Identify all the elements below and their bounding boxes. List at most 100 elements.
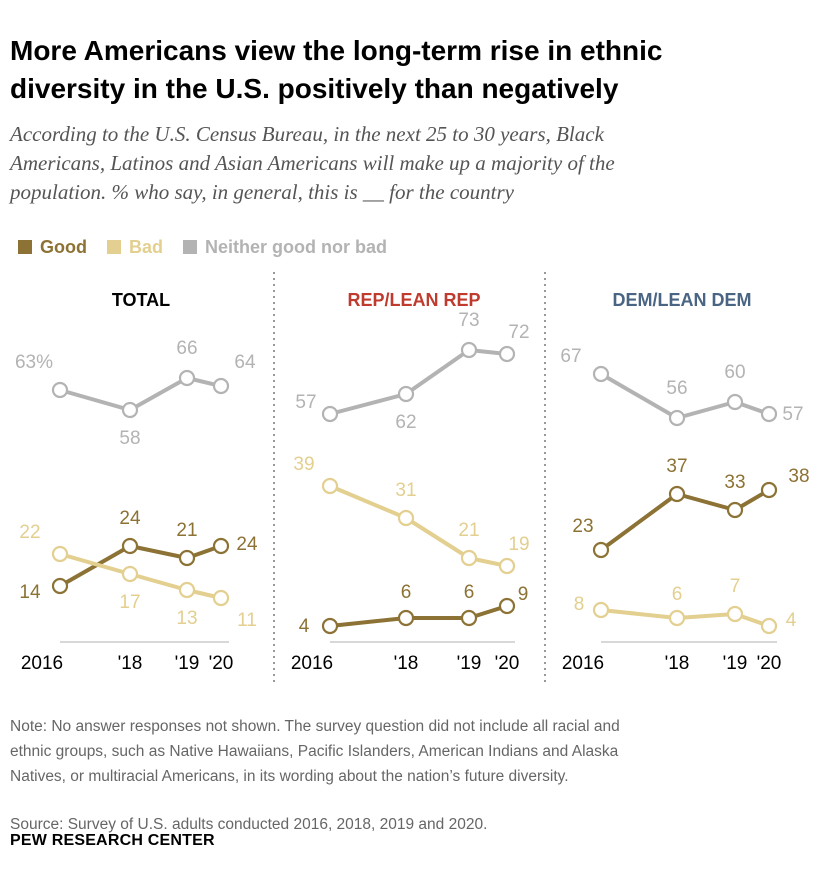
data-point-bad-dem <box>668 609 686 627</box>
subtitle-line-1: According to the U.S. Census Bureau, in … <box>10 122 604 146</box>
legend-item-neither: Neither good nor bad <box>183 237 387 258</box>
series-line-neither-total <box>59 376 222 412</box>
x-tick-label-dem: 2016 <box>562 653 604 674</box>
data-point-bad-dem <box>726 605 744 623</box>
data-point-neither-rep <box>321 405 339 423</box>
data-label-neither-rep: 73 <box>458 310 479 331</box>
data-label-bad-total: 13 <box>176 608 197 629</box>
data-point-good-rep <box>397 609 415 627</box>
data-point-neither-total <box>212 377 230 395</box>
data-point-good-rep <box>460 609 478 627</box>
series-line-good-dem <box>599 488 771 552</box>
legend-label-bad: Bad <box>129 236 164 257</box>
data-point-bad-rep <box>321 477 339 495</box>
series-line-bad-dem <box>600 608 770 628</box>
data-point-neither-total <box>178 369 196 387</box>
data-point-neither-rep <box>460 341 478 359</box>
legend-item-bad: Bad <box>107 237 163 258</box>
data-point-good-dem <box>668 485 686 503</box>
data-point-good-total <box>178 549 196 567</box>
data-point-neither-rep <box>397 385 415 403</box>
data-label-neither-rep: 57 <box>295 392 316 413</box>
panel-title-rep: REP/LEAN REP <box>347 290 480 310</box>
series-line-neither-dem <box>599 372 770 420</box>
data-label-bad-rep: 21 <box>458 520 479 541</box>
pew-research-center-logo: PEW RESEARCH CENTER <box>10 832 215 849</box>
data-point-bad-total <box>51 545 69 563</box>
data-label-good-rep: 9 <box>518 584 529 605</box>
data-point-bad-total <box>212 589 230 607</box>
data-point-neither-total <box>121 401 139 419</box>
data-point-bad-rep <box>498 557 516 575</box>
data-label-neither-total: 66 <box>176 338 197 359</box>
legend-swatch-neither <box>183 240 198 254</box>
x-tick-label-rep: '20 <box>495 653 520 674</box>
data-point-good-rep <box>498 597 516 615</box>
x-tick-label-rep: '18 <box>394 653 419 674</box>
data-label-bad-dem: 4 <box>786 610 797 631</box>
series-line-bad-total <box>59 552 222 600</box>
data-point-neither-dem <box>760 405 778 423</box>
subtitle-line-3: population. % who say, in general, this … <box>10 180 514 204</box>
series-line-bad-rep <box>329 484 508 568</box>
data-point-good-dem <box>760 481 778 499</box>
data-label-good-total: 24 <box>236 534 258 555</box>
chart-subtitle: According to the U.S. Census Bureau, in … <box>10 120 820 207</box>
source-text: Source: Survey of U.S. adults conducted … <box>10 816 488 833</box>
legend-label-good: Good <box>40 236 87 257</box>
data-point-bad-dem <box>592 601 610 619</box>
data-label-good-total: 14 <box>19 582 41 603</box>
data-label-good-total: 21 <box>176 520 197 541</box>
data-label-bad-total: 11 <box>237 610 257 631</box>
data-point-good-rep <box>321 617 339 635</box>
panel-title-dem: DEM/LEAN DEM <box>613 290 752 310</box>
data-label-good-rep: 6 <box>401 582 412 603</box>
data-label-neither-dem: 67 <box>560 346 581 367</box>
note-line-3: Natives, or multiracial Americans, in it… <box>10 768 569 785</box>
x-tick-label-total: '18 <box>118 653 143 674</box>
x-tick-label-rep: '19 <box>457 653 482 674</box>
data-point-bad-rep <box>460 549 478 567</box>
title-line-1: More Americans view the long-term rise i… <box>10 35 663 66</box>
data-label-good-dem: 38 <box>788 466 809 487</box>
data-label-good-rep: 4 <box>299 616 310 637</box>
data-label-neither-total: 58 <box>119 428 140 449</box>
data-point-neither-dem <box>726 393 744 411</box>
x-tick-label-total: '20 <box>209 653 234 674</box>
legend-swatch-bad <box>107 240 121 254</box>
x-tick-label-total: '19 <box>175 653 200 674</box>
data-point-good-dem <box>726 501 744 519</box>
data-label-bad-rep: 39 <box>293 454 314 475</box>
data-point-neither-dem <box>592 365 610 383</box>
title-line-2: diversity in the U.S. positively than ne… <box>10 73 619 104</box>
x-tick-label-rep: 2016 <box>291 653 333 674</box>
data-point-bad-rep <box>397 509 415 527</box>
x-tick-label-dem: '20 <box>757 653 782 674</box>
data-label-neither-dem: 60 <box>724 362 745 383</box>
data-point-neither-rep <box>498 345 516 363</box>
data-label-good-dem: 37 <box>666 456 687 477</box>
data-label-neither-total: 64 <box>234 352 256 373</box>
data-point-neither-total <box>51 381 69 399</box>
x-tick-label-dem: '19 <box>723 653 748 674</box>
data-label-neither-rep: 62 <box>395 412 416 433</box>
legend-label-neither: Neither good nor bad <box>205 236 388 257</box>
data-point-good-total <box>121 537 139 555</box>
data-label-neither-rep: 72 <box>508 322 529 343</box>
legend-swatch-good <box>18 240 32 254</box>
data-label-bad-rep: 31 <box>395 480 416 501</box>
data-label-bad-rep: 19 <box>508 534 529 555</box>
x-tick-label-total: 2016 <box>21 653 63 674</box>
data-label-bad-total: 17 <box>119 592 140 613</box>
data-label-bad-dem: 8 <box>574 594 585 615</box>
data-point-bad-total <box>178 581 196 599</box>
data-point-bad-total <box>121 565 139 583</box>
data-point-good-total <box>212 537 230 555</box>
legend-item-good: Good <box>18 237 87 258</box>
data-label-neither-dem: 57 <box>782 404 803 425</box>
x-tick-label-dem: '18 <box>665 653 690 674</box>
series-line-good-rep <box>329 604 508 628</box>
note-line-2: ethnic groups, such as Native Hawaiians,… <box>10 743 619 760</box>
note-line-1: Note: No answer responses not shown. The… <box>10 718 620 735</box>
panel-title-total: TOTAL <box>112 290 170 310</box>
